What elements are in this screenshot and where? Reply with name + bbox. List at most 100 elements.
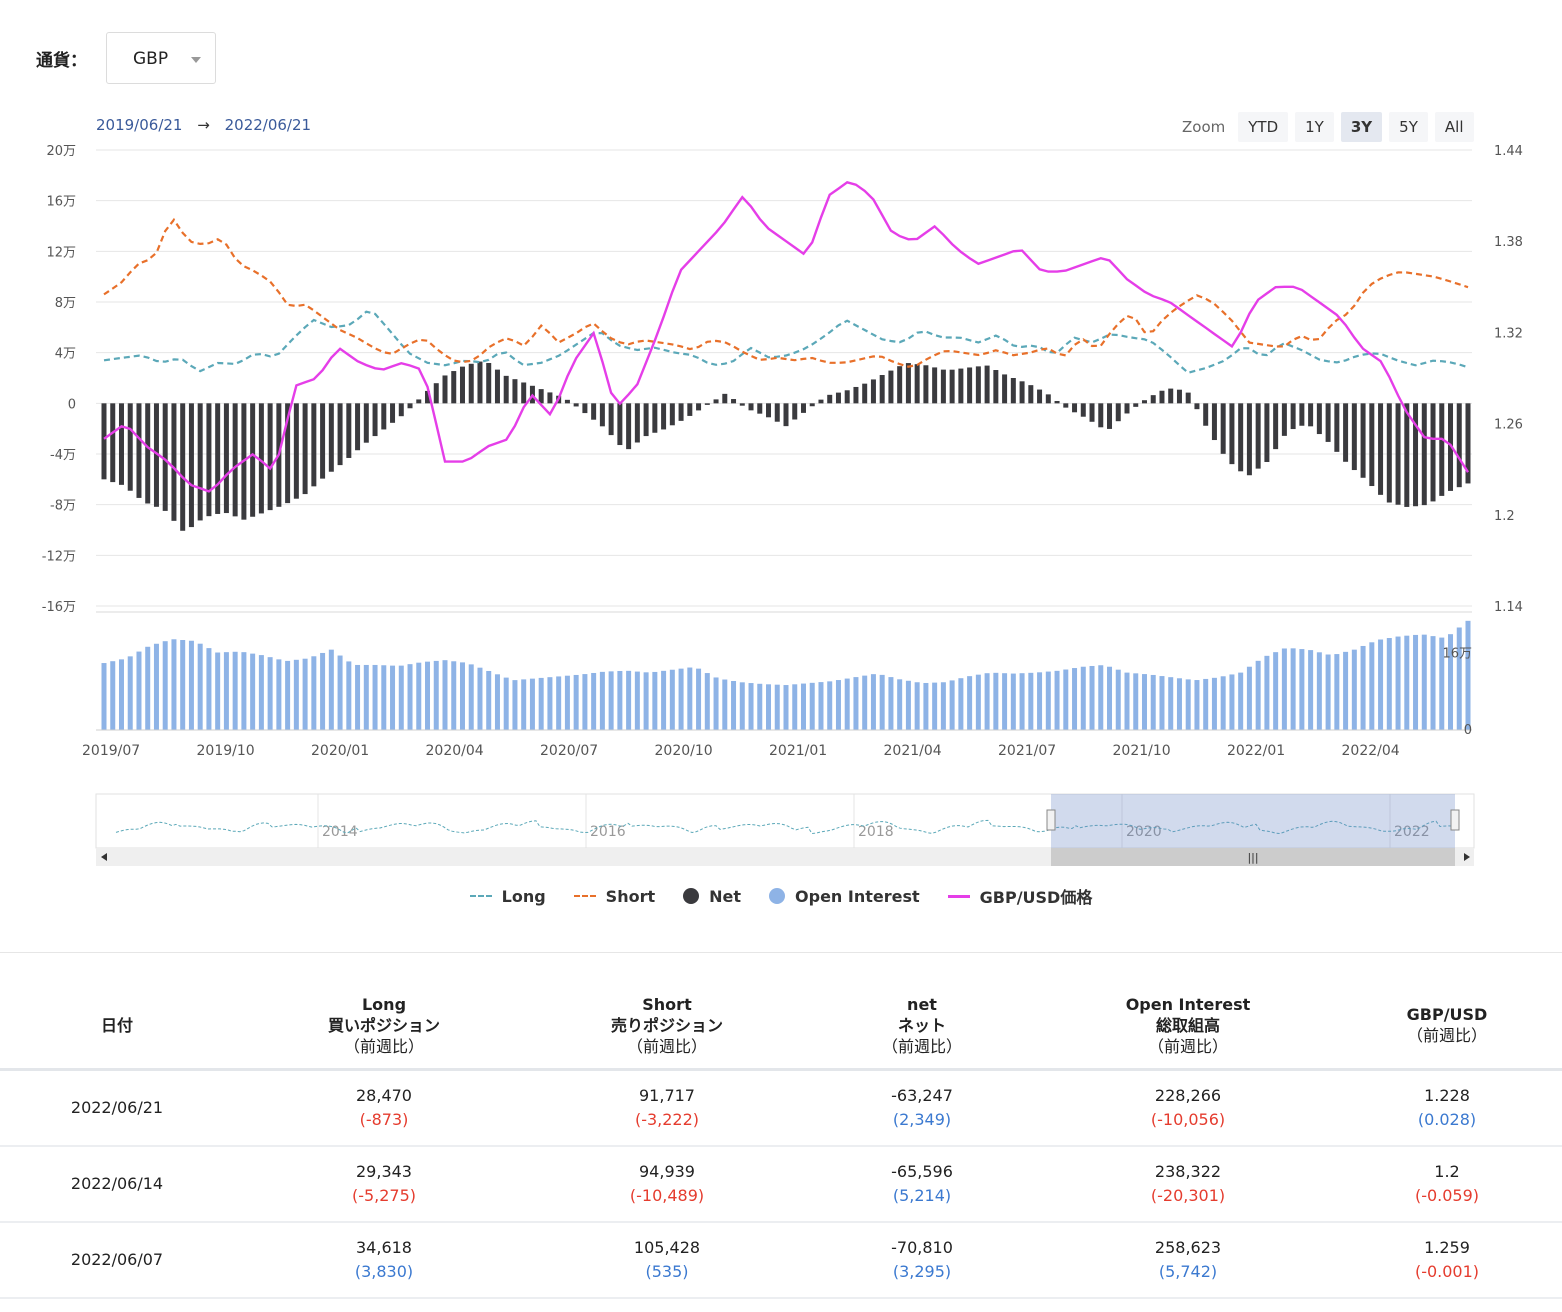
- net-bar: [215, 403, 221, 514]
- net-bar: [853, 386, 859, 404]
- zoom-3y-button[interactable]: 3Y: [1340, 112, 1383, 142]
- open-interest-bar: [879, 674, 885, 730]
- open-interest-bar: [1246, 666, 1252, 730]
- open-interest-bar: [223, 652, 229, 730]
- net-bar: [774, 403, 780, 422]
- legend-item-net[interactable]: Net: [683, 884, 741, 908]
- net-bar: [818, 399, 824, 404]
- col-header-open-interest: Open Interest 総取組高 （前週比）: [1125, 994, 1251, 1056]
- zoom-ytd-button[interactable]: YTD: [1238, 112, 1289, 142]
- cell-price: 1.228 (0.028): [1332, 1069, 1562, 1147]
- cell-long: 28,470 (-873): [234, 1069, 534, 1147]
- open-interest-bar: [188, 640, 194, 730]
- net-bar: [844, 390, 850, 404]
- open-interest-bar: [241, 652, 247, 730]
- open-interest-bar: [503, 677, 509, 730]
- open-interest-bar: [1369, 642, 1375, 730]
- open-interest-bar: [1010, 673, 1016, 730]
- arrow-right-icon: →: [197, 116, 210, 134]
- open-interest-bar: [844, 678, 850, 730]
- net-bar: [328, 403, 334, 472]
- open-interest-bar: [1343, 651, 1349, 730]
- open-interest-bar: [975, 674, 981, 730]
- solid-line-icon: [947, 894, 970, 898]
- open-interest-bar: [573, 674, 579, 730]
- net-bar: [1395, 403, 1401, 505]
- x-tick-label: 2021/01: [769, 743, 827, 759]
- open-interest-bar: [940, 682, 946, 730]
- open-interest-bar: [591, 672, 597, 730]
- net-bar: [355, 403, 361, 451]
- net-bar: [1273, 403, 1279, 450]
- open-interest-bar: [1019, 673, 1025, 730]
- net-bar: [984, 365, 990, 404]
- legend-item-price[interactable]: GBP/USD価格: [947, 884, 1092, 908]
- open-interest-bar: [442, 660, 448, 730]
- net-bar: [661, 403, 667, 430]
- net-bar: [827, 394, 833, 404]
- cot-chart: 20万 16万 12万 8万 4万 0 -4万 -8万 -12万 -16万 1.44 1.38 1.32…: [42, 144, 1523, 866]
- open-interest-bar: [1308, 650, 1314, 730]
- open-interest-bar: [285, 660, 291, 730]
- zoom-all-button[interactable]: All: [1434, 112, 1474, 142]
- net-bar: [748, 403, 754, 411]
- net-bar: [1124, 403, 1130, 414]
- open-interest-bar: [1037, 672, 1043, 730]
- open-interest-bar: [1325, 654, 1331, 730]
- open-interest-bar: [1072, 668, 1078, 730]
- net-bar: [1002, 374, 1008, 404]
- table-row: 2022/06/14 29,343 (-5,275) 94,939 (-10,489…: [0, 1146, 1562, 1223]
- net-bar: [678, 403, 684, 421]
- range-end[interactable]: 2022/06/21: [224, 116, 312, 134]
- open-interest-bar: [1351, 649, 1357, 730]
- open-interest-bar: [757, 683, 763, 730]
- open-interest-bar: [127, 656, 133, 730]
- open-interest-bar: [958, 678, 964, 730]
- net-bar: [521, 382, 527, 404]
- open-interest-bar: [468, 664, 474, 730]
- cell-open-interest: 228,266 (-10,056): [1044, 1069, 1332, 1147]
- open-interest-bar: [1141, 674, 1147, 730]
- net-bar: [503, 375, 509, 404]
- short-series-line: [103, 217, 1469, 368]
- cell-short: 105,428 (535): [534, 1222, 800, 1299]
- net-bar: [1107, 403, 1113, 429]
- cell-date: 2022/06/07: [0, 1222, 234, 1299]
- net-bar: [897, 366, 903, 404]
- currency-select[interactable]: GBP: [106, 32, 216, 84]
- x-tick-label: 2020/07: [540, 743, 598, 759]
- legend-item-open-interest[interactable]: Open Interest: [769, 884, 920, 908]
- open-interest-bar: [564, 675, 570, 730]
- navigator-label: 2020: [1126, 824, 1162, 840]
- net-bar: [888, 370, 894, 404]
- net-bar: [722, 393, 728, 404]
- y-right-tick-label: 1.38: [1494, 235, 1523, 250]
- legend-item-short[interactable]: Short: [573, 884, 655, 908]
- open-interest-bar: [870, 674, 876, 730]
- net-bar: [1456, 403, 1462, 488]
- net-bar: [302, 403, 308, 495]
- net-bar: [1413, 403, 1419, 507]
- open-interest-bar: [101, 663, 107, 730]
- open-interest-bar: [704, 673, 710, 730]
- open-interest-bar: [853, 677, 859, 730]
- y-left-tick-label: 16万: [46, 195, 76, 210]
- zoom-1y-button[interactable]: 1Y: [1295, 112, 1334, 142]
- net-bar: [1141, 400, 1147, 404]
- open-interest-bar: [1107, 666, 1113, 730]
- open-interest-bar: [608, 671, 614, 730]
- range-start[interactable]: 2019/06/21: [96, 116, 183, 134]
- net-bar: [381, 403, 387, 430]
- price-series-line: [103, 180, 1470, 493]
- open-interest-bar: [1159, 676, 1165, 730]
- net-bar: [599, 403, 605, 427]
- net-bar: [1281, 403, 1287, 436]
- legend-item-long[interactable]: Long: [469, 884, 546, 908]
- open-interest-bar: [949, 680, 955, 730]
- open-interest-bar: [346, 661, 352, 730]
- open-interest-bar: [162, 641, 168, 730]
- y-right-tick-label: 1.44: [1494, 144, 1523, 159]
- zoom-5y-button[interactable]: 5Y: [1389, 112, 1428, 142]
- open-interest-bar: [171, 639, 177, 730]
- net-bar: [1404, 403, 1410, 507]
